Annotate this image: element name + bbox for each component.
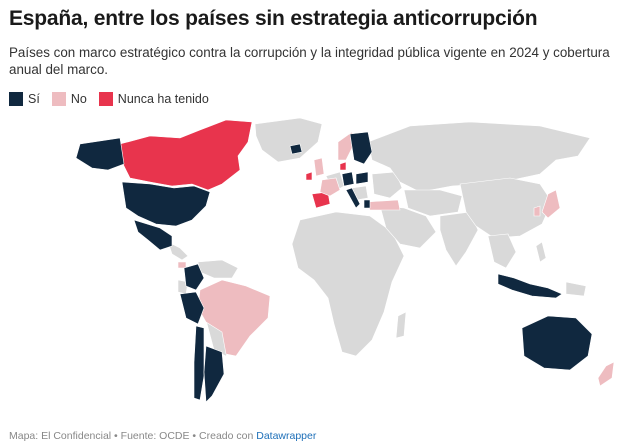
country-mexico (133, 219, 173, 251)
country-sweden-finland (349, 131, 373, 165)
country-middle-east (379, 205, 437, 249)
country-costa-rica (177, 261, 187, 269)
country-southeast-asia (487, 233, 517, 269)
legend-item-no: No (51, 92, 87, 106)
legend-label-si: Sí (28, 92, 40, 106)
country-turkey (365, 199, 401, 211)
country-chile (193, 325, 205, 401)
country-philippines (535, 241, 547, 263)
country-uk (313, 157, 325, 177)
country-new-zealand (597, 361, 615, 387)
footer: Mapa: El Confidencial • Fuente: OCDE • C… (9, 430, 316, 442)
country-papua (565, 281, 587, 297)
country-africa (291, 211, 405, 357)
countries-nunca (119, 119, 347, 209)
country-italy (345, 187, 361, 209)
country-indonesia (497, 273, 563, 299)
chart-title: España, entre los países sin estrategia … (9, 7, 538, 30)
legend-label-no: No (70, 92, 87, 106)
country-eastern-europe (371, 171, 403, 199)
country-china (459, 177, 553, 239)
country-iceland (289, 143, 303, 155)
country-denmark (339, 161, 347, 171)
footer-credits: Mapa: El Confidencial • Fuente: OCDE • C… (9, 430, 257, 442)
world-map-svg (75, 117, 615, 403)
country-peru (179, 291, 205, 325)
country-australia (521, 315, 593, 371)
country-argentina (203, 345, 225, 403)
legend-swatch-no (51, 92, 66, 106)
country-central-america (167, 241, 189, 261)
legend: Sí No Nunca ha tenido (9, 91, 221, 107)
countries-si (75, 131, 593, 403)
country-usa (121, 181, 211, 227)
datawrapper-link[interactable]: Datawrapper (256, 430, 317, 442)
country-greenland (254, 117, 323, 163)
country-japan (541, 189, 561, 219)
country-ireland (305, 171, 313, 181)
legend-swatch-nunca (98, 92, 113, 106)
country-brazil (197, 279, 271, 357)
country-central-asia (403, 189, 463, 217)
country-madagascar (395, 311, 407, 339)
country-poland (355, 171, 369, 185)
legend-swatch-si (9, 92, 23, 106)
legend-label-nunca: Nunca ha tenido (117, 92, 209, 106)
country-alaska (75, 137, 125, 171)
legend-item-si: Sí (9, 92, 40, 106)
country-venezuela-guianas (197, 259, 239, 279)
country-russia (367, 121, 591, 193)
country-greece (363, 199, 371, 209)
country-france (319, 177, 341, 197)
country-canada (119, 119, 253, 191)
chart-subtitle: Países con marco estratégico contra la c… (9, 45, 610, 77)
world-map (0, 112, 644, 420)
country-south-korea (533, 205, 541, 217)
country-colombia (183, 263, 205, 291)
legend-item-nunca: Nunca ha tenido (98, 92, 209, 106)
countries-default (167, 117, 591, 357)
country-germany (341, 171, 355, 187)
